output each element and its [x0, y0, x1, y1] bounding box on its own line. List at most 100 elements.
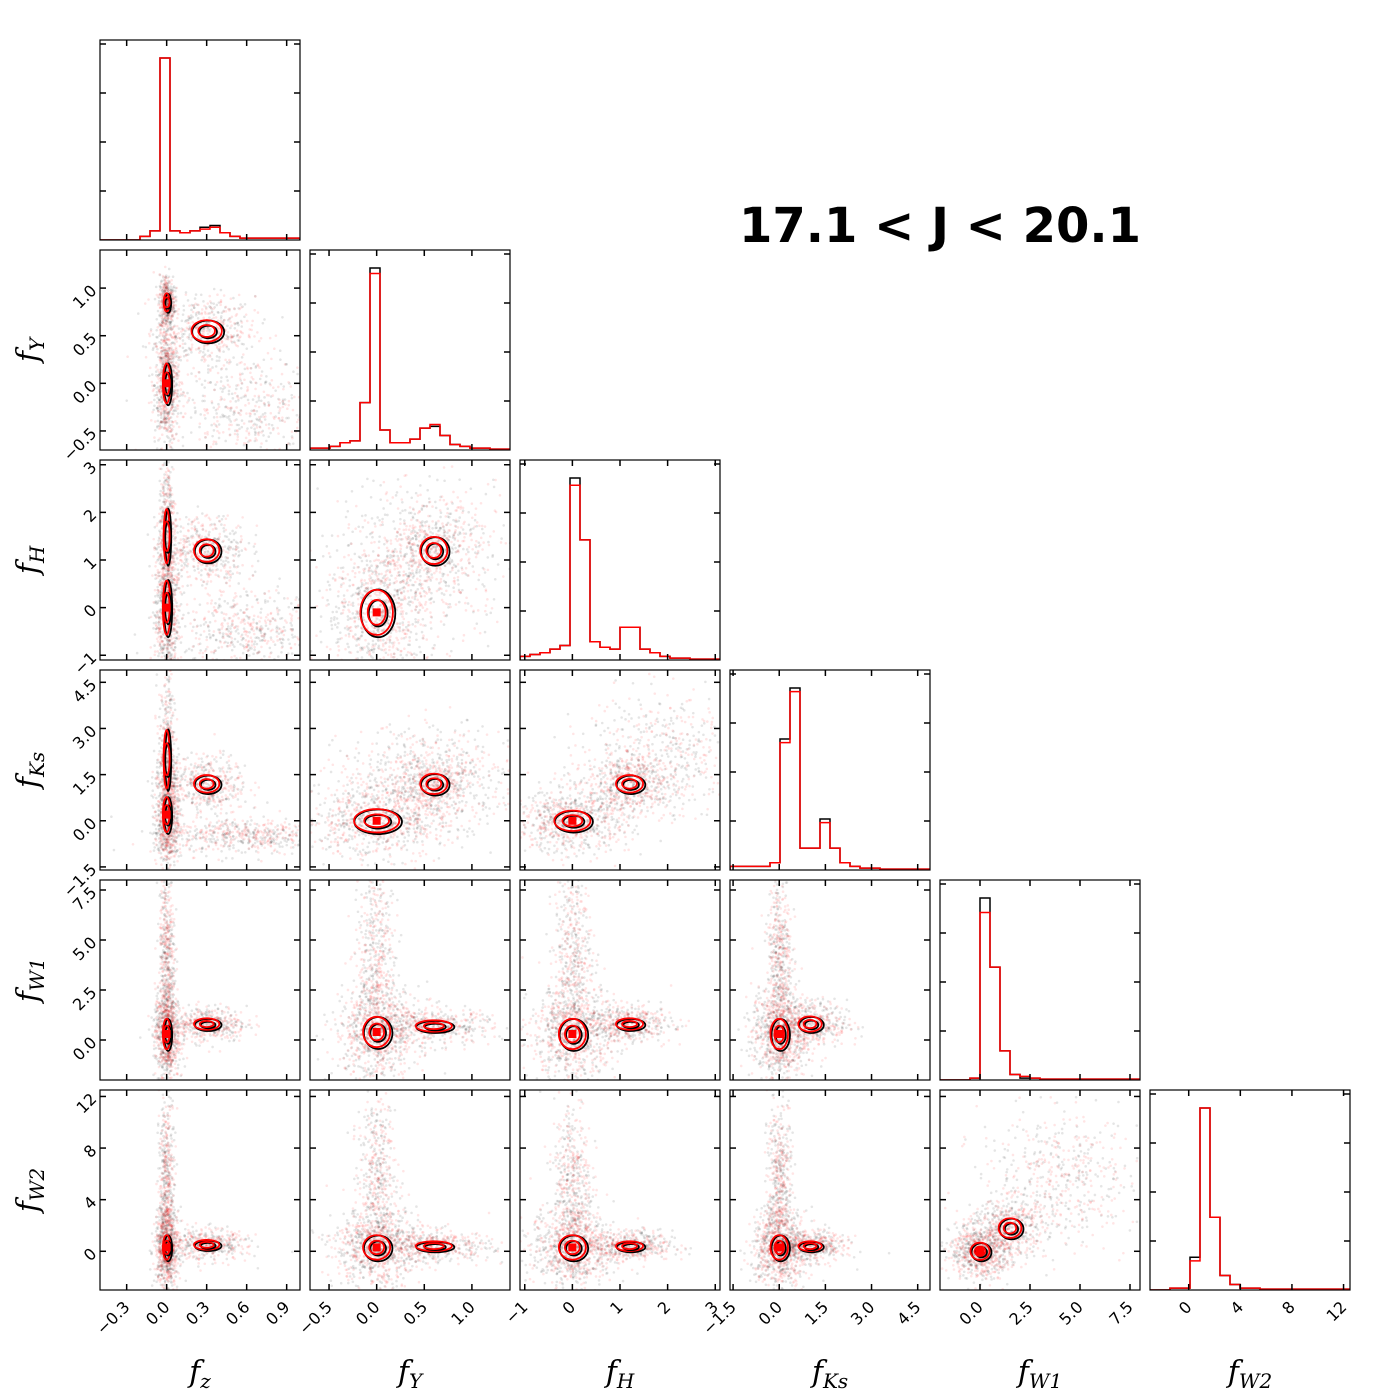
x-tick-label: 4.5	[893, 1297, 924, 1328]
density-peak	[162, 603, 171, 612]
contour-red	[997, 1217, 1023, 1239]
y-tick-label: 4.5	[69, 675, 100, 706]
density-peak	[162, 379, 171, 388]
panel-fKs-fY	[309, 669, 511, 871]
x-axis-label-fW2-sub: W2	[1239, 1369, 1272, 1390]
contour-red	[198, 1240, 215, 1249]
x-tick-label: 0.0	[142, 1297, 173, 1328]
y-tick-label: 12	[73, 1089, 101, 1117]
y-tick-label: 0.0	[69, 814, 100, 845]
y-axis-label-fW2-sub: W2	[25, 1168, 49, 1201]
contour-red	[162, 742, 171, 777]
y-tick-label: 1	[80, 553, 101, 574]
panel-frame	[729, 879, 931, 1081]
y-axis-label-fKs-sub: Ks	[25, 752, 49, 778]
contour-red	[422, 1021, 445, 1031]
density-peak	[162, 810, 171, 819]
contour-red	[193, 538, 221, 563]
histogram-fz-red	[100, 57, 300, 240]
contour-red	[198, 543, 215, 558]
panel-plot-area	[520, 672, 720, 868]
contour-red	[162, 520, 171, 553]
y-tick-label: −0.5	[59, 424, 100, 465]
scatter-points	[520, 880, 691, 1080]
density-peak	[372, 608, 381, 617]
contour-red	[363, 813, 391, 829]
y-axis-label-fY-sub: Y	[25, 336, 49, 351]
panel-fKs-fH	[519, 669, 721, 871]
y-tick-label: 3	[80, 458, 101, 479]
contour-red	[425, 542, 443, 559]
y-tick-label: 1.0	[69, 281, 100, 312]
contour-red	[366, 599, 387, 626]
contour-red	[368, 1022, 386, 1042]
contour-red	[368, 1239, 386, 1256]
histogram-fW2-black	[1150, 1107, 1350, 1290]
x-tick-label: −0.5	[295, 1297, 336, 1338]
density-peak	[162, 1030, 171, 1038]
histogram-fY-black	[310, 267, 510, 450]
panel-plot-area	[940, 1095, 1140, 1290]
panel-plot-area	[520, 1090, 693, 1290]
contour-red	[190, 319, 223, 343]
x-tick-label: 3.0	[847, 1297, 878, 1328]
x-tick-label: −1	[501, 1297, 531, 1327]
panel-plot-area	[315, 880, 509, 1080]
scatter-points	[148, 1090, 294, 1290]
panel-plot-area	[1150, 1107, 1350, 1290]
panel-fW2-fW2: 0 4 8 12 fW2	[1149, 1089, 1351, 1390]
x-tick-label: 0	[559, 1297, 580, 1318]
panel-plot-area	[310, 1090, 504, 1290]
contour-red	[414, 1240, 453, 1252]
panel-frame	[519, 879, 721, 1081]
density-peak	[775, 1030, 784, 1038]
density-peak	[775, 1243, 784, 1252]
panel-frame	[309, 249, 511, 451]
x-tick-label: 0.6	[222, 1297, 253, 1328]
contour-red	[564, 1024, 581, 1044]
panel-plot-area	[100, 57, 300, 240]
panel-fW2-fW1: 0.0 2.5 5.0 7.5 fW1	[939, 1089, 1141, 1390]
contour-red	[353, 808, 401, 834]
scatter-points	[110, 670, 300, 870]
chart-title: 17.1 < J < 20.1	[739, 198, 1141, 254]
contour-red	[797, 1240, 823, 1252]
panel-fW2-fY: −0.5 0.0 0.5 1.0 fY	[295, 1089, 511, 1390]
x-axis-label-fY: fY	[396, 1355, 424, 1390]
panels-group: 0 4 8 12fW2−0.50.00.51.0fY−10123fH−1.50.01.…	[11, 39, 1351, 1390]
x-axis-label-fY-sub: Y	[409, 1369, 424, 1390]
x-axis-label-fH: fH	[604, 1355, 635, 1390]
y-axis-label-fH: fH	[11, 545, 49, 576]
histogram-fW1-red	[940, 911, 1140, 1080]
panel-frame	[99, 249, 301, 451]
y-tick-label: 2.5	[69, 983, 100, 1014]
contour-red	[414, 1019, 453, 1033]
contour-red	[973, 1245, 987, 1257]
scatter-points	[315, 880, 509, 1080]
panel-fY-fz: −0.5 0.0 0.5 1.0 fY	[11, 249, 301, 465]
contour-red	[615, 1240, 644, 1252]
y-tick-label: 1.5	[69, 768, 100, 799]
contour-red	[362, 1234, 392, 1261]
x-tick-label: 0.3	[182, 1297, 213, 1328]
y-tick-label: 5.0	[69, 933, 100, 964]
x-axis-label-fz: fz	[187, 1355, 211, 1390]
panel-fW2-fH: −1 0 1 2 3fH	[501, 1089, 722, 1390]
contour-red	[621, 1019, 638, 1029]
x-axis-label-fKs-sub: Ks	[822, 1369, 848, 1390]
x-tick-label: 1.5	[801, 1297, 832, 1328]
density-peak	[568, 1030, 577, 1038]
panel-fW1-fH	[519, 879, 721, 1081]
y-tick-label: 0.0	[69, 376, 100, 407]
histogram-fY-red	[310, 272, 510, 450]
panel-plot-area	[310, 705, 510, 870]
panel-frame	[309, 669, 511, 871]
contour-red	[773, 1024, 785, 1044]
contour-red	[425, 777, 443, 791]
contour-red	[797, 1015, 823, 1033]
y-tick-label: 0	[80, 601, 101, 622]
panel-frame	[99, 879, 301, 1081]
contour-red	[198, 778, 215, 790]
density-peak	[568, 816, 577, 825]
